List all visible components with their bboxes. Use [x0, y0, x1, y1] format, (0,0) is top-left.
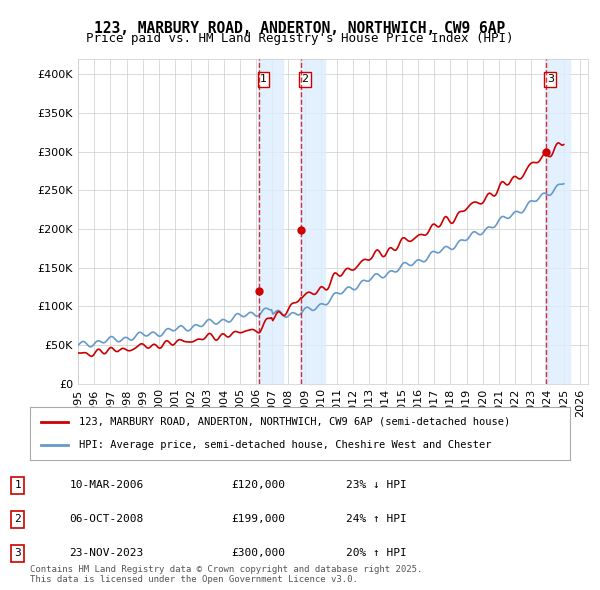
Text: 24% ↑ HPI: 24% ↑ HPI [346, 514, 407, 524]
Text: HPI: Average price, semi-detached house, Cheshire West and Chester: HPI: Average price, semi-detached house,… [79, 440, 491, 450]
Text: 1: 1 [14, 480, 21, 490]
Text: 3: 3 [14, 548, 21, 558]
Text: 1: 1 [260, 74, 267, 84]
Bar [545, 59, 570, 384]
Text: 20% ↑ HPI: 20% ↑ HPI [346, 548, 407, 558]
Text: £300,000: £300,000 [231, 548, 285, 558]
Text: Price paid vs. HM Land Registry's House Price Index (HPI): Price paid vs. HM Land Registry's House … [86, 32, 514, 45]
Text: 06-OCT-2008: 06-OCT-2008 [70, 514, 144, 524]
Text: 10-MAR-2006: 10-MAR-2006 [70, 480, 144, 490]
Text: 2: 2 [302, 74, 309, 84]
Bar [259, 59, 283, 384]
Text: 23-NOV-2023: 23-NOV-2023 [70, 548, 144, 558]
Text: Contains HM Land Registry data © Crown copyright and database right 2025.
This d: Contains HM Land Registry data © Crown c… [30, 565, 422, 584]
Text: 123, MARBURY ROAD, ANDERTON, NORTHWICH, CW9 6AP: 123, MARBURY ROAD, ANDERTON, NORTHWICH, … [94, 21, 506, 35]
Text: 2: 2 [14, 514, 21, 524]
Text: 23% ↓ HPI: 23% ↓ HPI [346, 480, 407, 490]
Text: £120,000: £120,000 [231, 480, 285, 490]
Bar [300, 59, 325, 384]
Text: 3: 3 [547, 74, 554, 84]
Text: 123, MARBURY ROAD, ANDERTON, NORTHWICH, CW9 6AP (semi-detached house): 123, MARBURY ROAD, ANDERTON, NORTHWICH, … [79, 417, 510, 427]
Text: £199,000: £199,000 [231, 514, 285, 524]
